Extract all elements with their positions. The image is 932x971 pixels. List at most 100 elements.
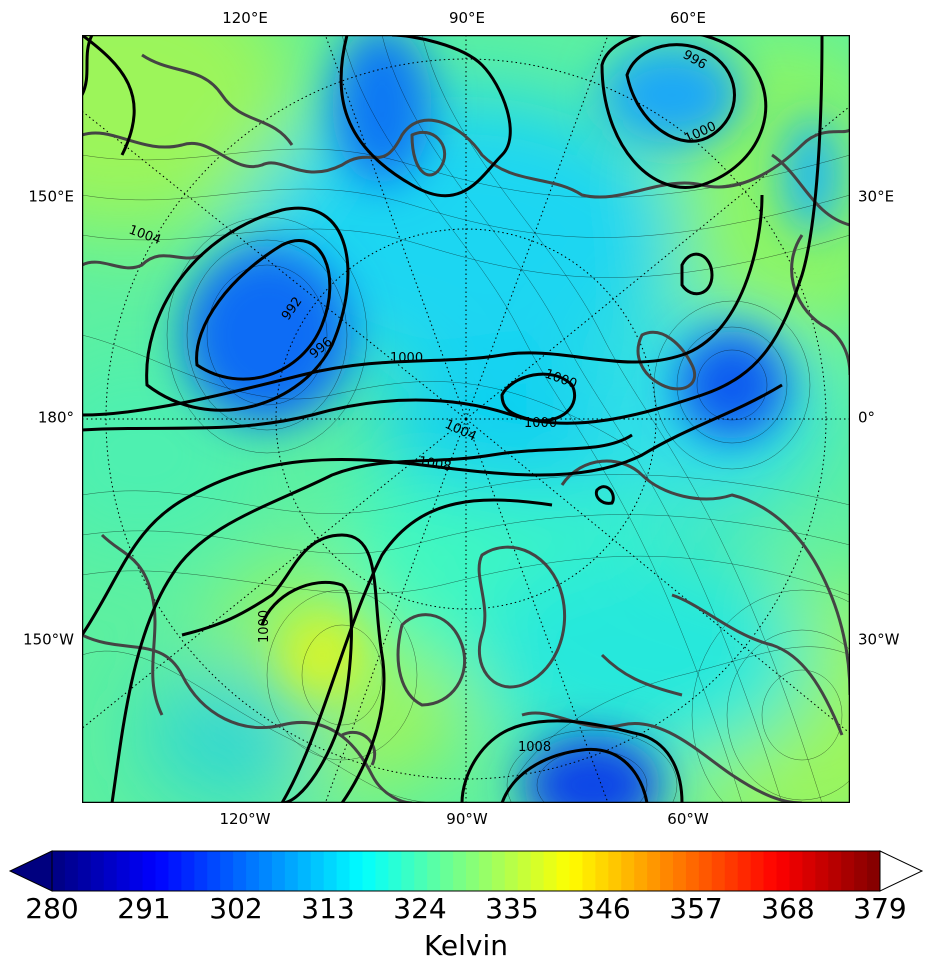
isobar-label: 1000 <box>524 416 557 431</box>
lon-label-right: 0° <box>858 408 876 427</box>
colorbar-band <box>828 851 842 891</box>
lon-label-bottom: 90°W <box>446 810 488 828</box>
colorbar-band <box>491 851 506 891</box>
colorbar-band <box>349 851 364 891</box>
colorbar-band <box>867 851 881 891</box>
lon-label-right: 30°W <box>858 630 900 649</box>
colorbar-band <box>556 851 571 891</box>
isobars <box>82 35 824 803</box>
colorbar-band <box>168 851 182 891</box>
colorbar-band <box>711 851 726 891</box>
colorbar-band <box>427 851 441 891</box>
colorbar-band <box>466 851 480 891</box>
colorbar-band <box>388 851 402 891</box>
lon-label-left: 150°W <box>23 630 74 649</box>
colorbar-band <box>802 851 816 891</box>
isotherms <box>82 35 850 803</box>
colorbar-band <box>155 851 170 891</box>
colorbar-band <box>815 851 829 891</box>
colorbar-band <box>776 851 791 891</box>
colorbar-band <box>440 851 454 891</box>
colorbar-band <box>336 851 351 891</box>
colorbar-band <box>621 851 635 891</box>
colorbar-band <box>375 851 389 891</box>
colorbar-band <box>259 851 273 891</box>
colorbar-band <box>194 851 208 891</box>
graticule <box>82 35 850 803</box>
colorbar-band <box>233 851 247 891</box>
colorbar-band <box>724 851 739 891</box>
colorbar-band <box>103 851 118 891</box>
colorbar-band <box>323 851 338 891</box>
colorbar-band <box>414 851 428 891</box>
colorbar-band <box>207 851 221 891</box>
isobar-label: 1008 <box>518 740 551 755</box>
map-canvas: 996 1000 1004 992 996 1000 1000 1000 100… <box>82 35 850 803</box>
lon-label-top: 60°E <box>669 9 707 27</box>
colorbar-tick-label: 291 <box>117 892 171 925</box>
colorbar-band <box>52 851 66 891</box>
colorbar-tick-label: 324 <box>393 892 447 925</box>
lon-label-top: 120°E <box>222 9 268 27</box>
colorbar-tick-label: 368 <box>761 892 815 925</box>
colorbar-tick-label: 280 <box>25 892 79 925</box>
colorbar-band <box>673 851 687 891</box>
map-frame <box>82 35 850 803</box>
colorbar-band <box>453 851 467 891</box>
colorbar-band <box>543 851 558 891</box>
temperature-lows <box>182 35 842 803</box>
colorbar-band <box>64 851 79 891</box>
colorbar-tick-label: 313 <box>301 892 355 925</box>
colorbar-tick-label: 302 <box>209 892 263 925</box>
colorbar-band <box>530 851 545 891</box>
colorbar-band <box>737 851 752 891</box>
colorbar-band <box>478 851 493 891</box>
colorbar-band <box>284 851 299 891</box>
colorbar-band <box>569 851 584 891</box>
colorbar-band <box>142 851 157 891</box>
colorbar-band <box>517 851 532 891</box>
colorbar-band <box>310 851 325 891</box>
lon-label-left: 150°E <box>28 187 74 206</box>
lon-label-bottom: 60°W <box>667 810 709 828</box>
lon-label-bottom: 120°W <box>219 810 271 828</box>
colorbar-band <box>246 851 260 891</box>
isobar-label: 1008 <box>417 454 452 475</box>
colorbar-frame <box>51 850 881 892</box>
colorbar-band <box>763 851 778 891</box>
colorbar-band <box>854 851 868 891</box>
colorbar-band <box>220 851 234 891</box>
isobar-label: 1000 <box>257 610 272 643</box>
colorbar-band <box>401 851 415 891</box>
colorbar-bands <box>52 851 881 891</box>
colorbar-extend-max <box>879 850 924 892</box>
lon-label-left: 180° <box>37 408 74 427</box>
colorbar-band <box>90 851 105 891</box>
colorbar-band <box>582 851 596 891</box>
colorbar-band <box>77 851 92 891</box>
colorbar-band <box>297 851 312 891</box>
colorbar-extend-min <box>8 850 53 892</box>
colorbar-tick-label: 357 <box>669 892 723 925</box>
colorbar-band <box>362 851 377 891</box>
colorbar-band <box>271 851 286 891</box>
colorbar-band <box>595 851 609 891</box>
colorbar-tick-label: 379 <box>853 892 907 925</box>
colorbar-tick-label: 346 <box>577 892 631 925</box>
isobar-label: 1000 <box>390 351 423 366</box>
colorbar-band <box>129 851 144 891</box>
map-panel: 996 1000 1004 992 996 1000 1000 1000 100… <box>82 35 850 803</box>
colorbar-band <box>841 851 855 891</box>
colorbar-tick-label: 335 <box>485 892 539 925</box>
colorbar-band <box>634 851 648 891</box>
colorbar-band <box>660 851 674 891</box>
colorbar-label: Kelvin <box>423 929 509 962</box>
colorbar-band <box>789 851 803 891</box>
colorbar-band <box>608 851 622 891</box>
colorbar-band <box>647 851 661 891</box>
colorbar-band <box>181 851 195 891</box>
colorbar-band <box>698 851 713 891</box>
colorbar-band <box>116 851 131 891</box>
colorbar-band <box>504 851 519 891</box>
colorbar-band <box>750 851 765 891</box>
